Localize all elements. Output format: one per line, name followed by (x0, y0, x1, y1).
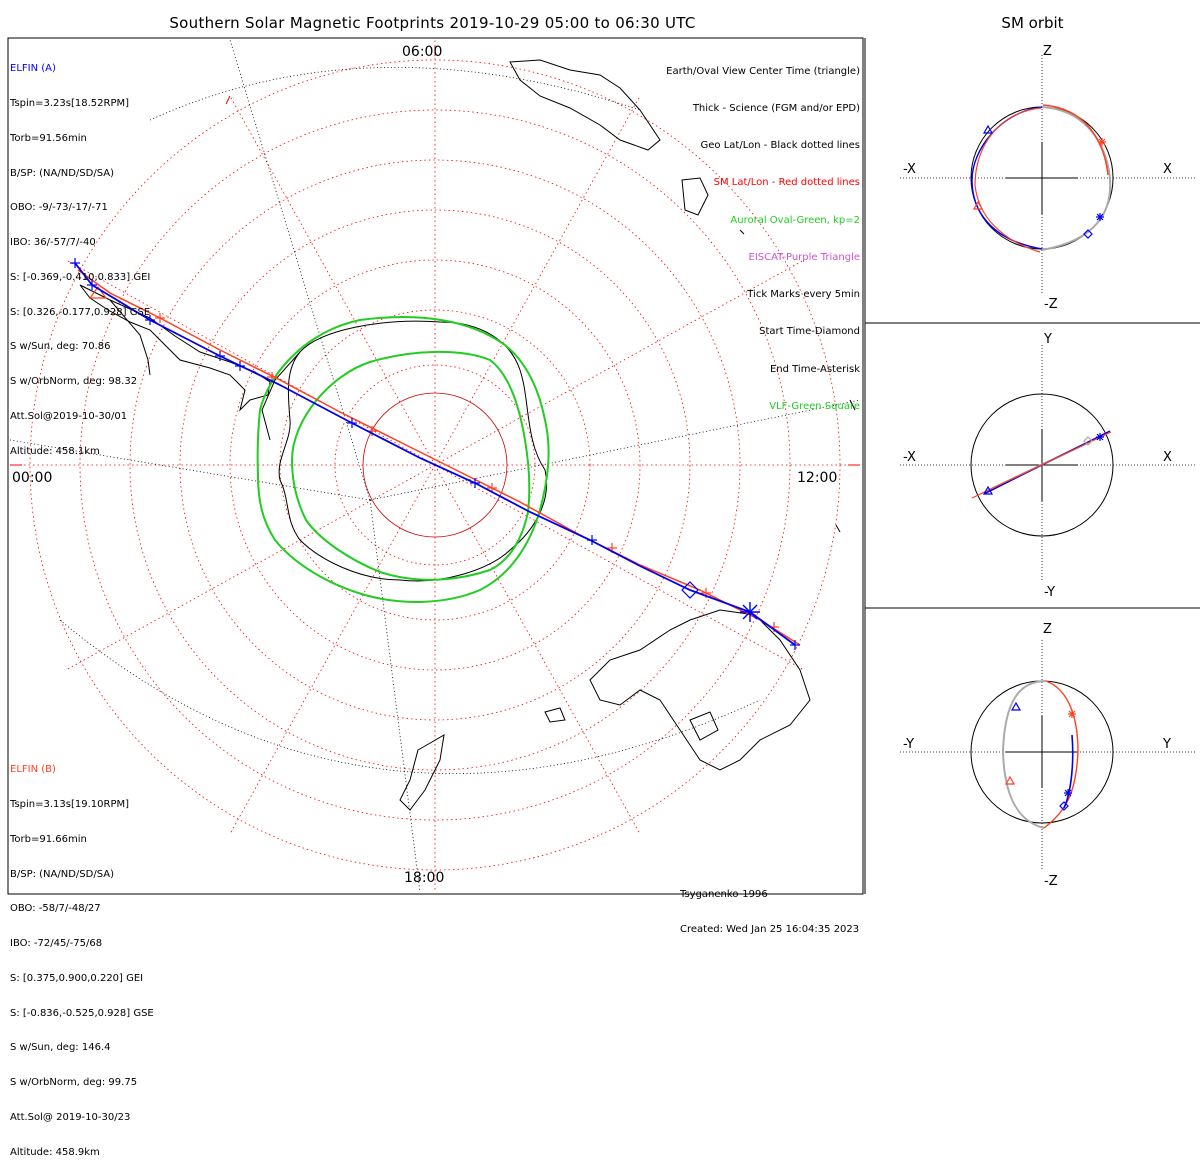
elfin-b-line: Altitude: 458.9km (10, 1146, 100, 1158)
yz-label-top: Z (1043, 622, 1052, 637)
elfin-b-view-center-triangle (88, 285, 108, 299)
xy-label-left: -X (903, 450, 916, 465)
elfin-b-line: Tspin=3.13s[19.10RPM] (10, 798, 130, 810)
elfin-b-line: IBO: -72/45/-75/68 (10, 938, 103, 950)
elfin-b-line: OBO: -58/7/-48/27 (10, 903, 101, 915)
legend-item: Thick - Science (FGM and/or EPD) (692, 103, 860, 115)
legend-item: Tick Marks every 5min (747, 289, 860, 301)
legend-item: VLF-Green Square (769, 400, 860, 412)
elfin-b-line: S: [0.375,0.900,0.220] GEI (10, 972, 144, 984)
xz-label-right: X (1163, 162, 1172, 177)
hour-label-right: 12:00 (797, 470, 838, 486)
legend-item: Start Time-Diamond (759, 326, 860, 338)
elfin-a-line: Att.Sol@2019-10-30/01 (10, 411, 128, 422)
elfin-a-end-asterisk (740, 602, 760, 622)
sm-edge-ticks (10, 46, 860, 466)
africa-outline (509, 59, 661, 151)
xy-label-top: Y (1044, 332, 1052, 347)
geo-grid (9, 39, 861, 893)
legend: Earth/Oval View Center Time (triangle) T… (666, 41, 860, 426)
yz-label-left: -Y (903, 737, 915, 752)
madagascar-outline (681, 177, 709, 216)
legend-item: Geo Lat/Lon - Black dotted lines (700, 140, 860, 152)
yz-label-bottom: -Z (1044, 874, 1058, 889)
elfin-a-line: Torb=91.56min (10, 132, 87, 144)
sm-lon-lines (10, 40, 860, 892)
elfin-a-line: S: [0.326,-0.177,0.928] GSE (10, 306, 151, 318)
elfin-b-info: ELFIN (B) Tspin=3.13s[19.10RPM] Torb=91.… (10, 741, 154, 1170)
elfin-a-start-diamond (681, 581, 699, 599)
legend-item: Earth/Oval View Center Time (triangle) (666, 65, 860, 77)
elfin-a-ticks (70, 258, 800, 650)
elfin-a-name: ELFIN (A) (10, 63, 56, 75)
hour-label-left: 00:00 (12, 470, 53, 486)
credits: Tsyganenko-1996 Created: Wed Jan 25 16:0… (680, 866, 859, 947)
orbit-panel-yz (900, 640, 1195, 870)
map-frame (7, 37, 864, 895)
xz-label-left: -X (903, 162, 916, 177)
new-zealand-outline (399, 734, 445, 811)
yz-label-right: Y (1163, 737, 1171, 752)
created-timestamp: Created: Wed Jan 25 16:04:35 2023 (680, 923, 860, 935)
elfin-b-track (77, 269, 801, 646)
hour-label-top: 06:00 (402, 44, 443, 60)
elfin-b-line: S w/OrbNorm, deg: 99.75 (10, 1077, 138, 1089)
elfin-a-line: S: [-0.369,-0.410,0.833] GEI (10, 271, 151, 283)
elfin-a-line: IBO: 36/-57/7/-40 (10, 237, 96, 249)
page-title: Southern Solar Magnetic Footprints 2019-… (169, 14, 696, 32)
elfin-b-line: Torb=91.66min (10, 833, 87, 845)
legend-item: Auroral Oval-Green, kp=2 (730, 214, 860, 226)
elfin-a-line: S w/OrbNorm, deg: 98.32 (10, 376, 138, 388)
elfin-a-info: ELFIN (A) Tspin=3.23s[18.52RPM] Torb=91.… (10, 40, 150, 469)
elfin-b-line: Att.Sol@ 2019-10-30/23 (10, 1112, 131, 1123)
elfin-b-line: B/SP: (NA/ND/SD/SA) (10, 868, 114, 880)
elfin-a-line: S w/Sun, deg: 70.86 (10, 341, 111, 353)
australia-outline (589, 609, 811, 771)
elfin-a-line: B/SP: (NA/ND/SD/SA) (10, 167, 114, 179)
xy-label-bottom: -Y (1044, 585, 1056, 600)
legend-item: SM Lat/Lon - Red dotted lines (713, 177, 860, 189)
elfin-b-line: S: [-0.836,-0.525,0.928] GSE (10, 1007, 154, 1019)
footprint-map (7, 37, 1200, 895)
orbit-panel-xy (900, 345, 1195, 582)
elfin-a-line: Altitude: 458.1km (10, 445, 100, 457)
legend-item: EISCAT-Purple Triangle (748, 251, 861, 263)
xz-label-bottom: -Z (1044, 297, 1058, 312)
xz-label-top: Z (1043, 44, 1052, 59)
legend-item: End Time-Asterisk (769, 363, 860, 375)
elfin-b-line: S w/Sun, deg: 146.4 (10, 1042, 111, 1054)
xy-label-right: X (1163, 450, 1172, 465)
model-credit: Tsyganenko-1996 (680, 889, 768, 901)
south-america-outline (79, 284, 271, 412)
orbit-title: SM orbit (1001, 14, 1064, 32)
antarctica-outline (278, 320, 547, 582)
elfin-a-track (74, 262, 796, 646)
elfin-a-line: Tspin=3.23s[18.52RPM] (10, 97, 130, 109)
elfin-a-line: OBO: -9/-73/-17/-71 (10, 202, 108, 214)
auroral-oval (256, 316, 550, 603)
elfin-b-name: ELFIN (B) (10, 764, 56, 776)
orbit-panel-xz (900, 55, 1195, 295)
coastlines (79, 59, 856, 811)
hour-label-bottom: 18:00 (404, 870, 445, 886)
